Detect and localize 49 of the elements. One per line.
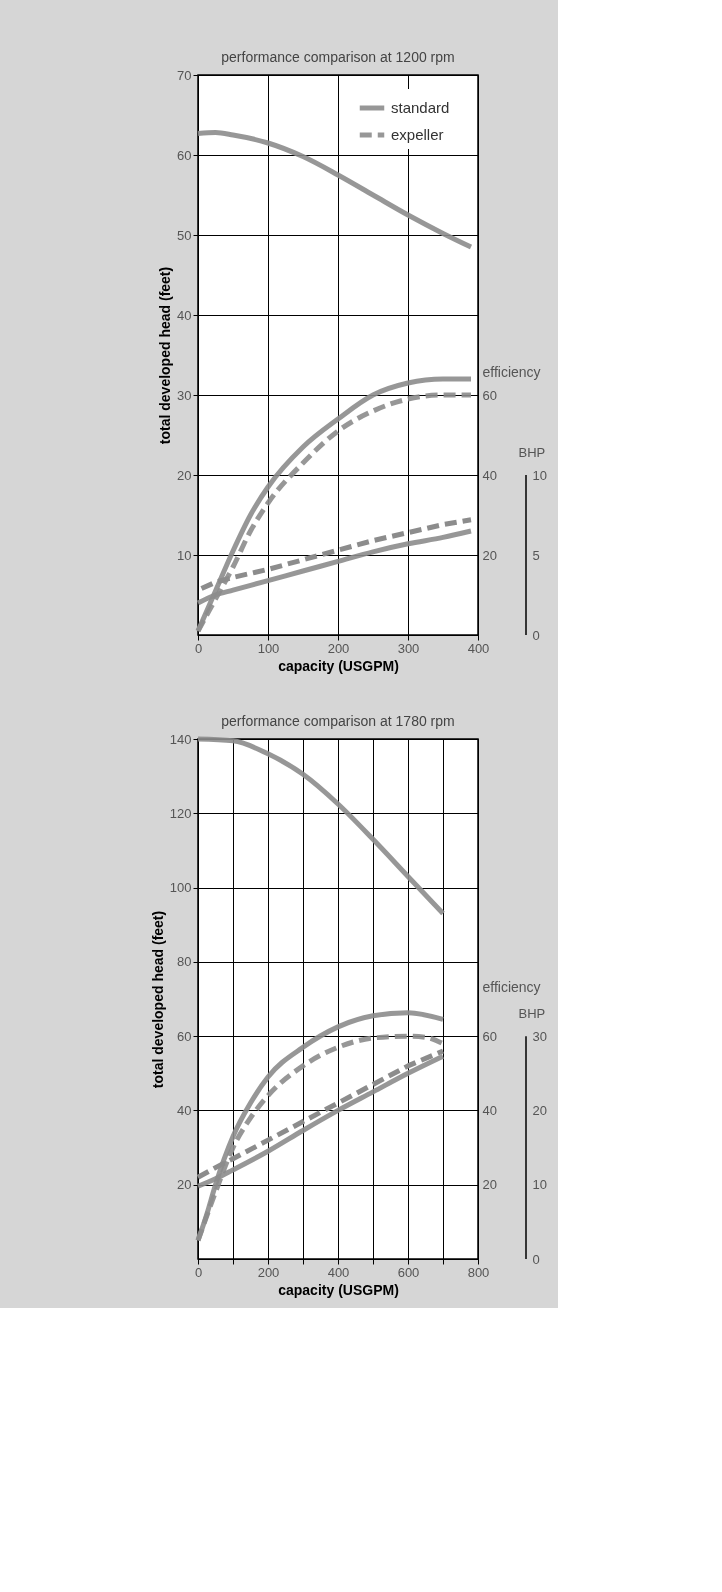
- y-tick-label: 140: [169, 731, 192, 747]
- y-tick-label: 20: [177, 467, 192, 483]
- y2-tick-label: 20: [482, 1177, 497, 1193]
- y-axis-title: total developed head (feet): [149, 910, 166, 1089]
- x-tick-label: 200: [257, 1264, 280, 1280]
- x-tick-label: 100: [257, 640, 280, 656]
- y-tick-label: 60: [177, 1028, 192, 1044]
- y2-tick-label: 40: [482, 467, 497, 483]
- y-tick-label: 120: [169, 805, 192, 821]
- chart-title: performance comparison at 1780 rpm: [221, 713, 455, 729]
- y3-tick-label: 30: [532, 1028, 547, 1044]
- x-tick-label: 400: [467, 640, 490, 656]
- x-tick-label: 800: [467, 1264, 490, 1280]
- x-tick-label: 0: [194, 640, 203, 656]
- legend-label: expeller: [391, 126, 444, 143]
- y3-axis-title: BHP: [518, 444, 546, 460]
- y-tick-label: 40: [177, 1102, 192, 1118]
- y2-tick-label: 20: [482, 547, 497, 563]
- x-axis-title: capacity (USGPM): [278, 1281, 399, 1298]
- y3-tick-label: 20: [532, 1102, 547, 1118]
- y3-tick-label: 0: [532, 1251, 540, 1267]
- x-tick-label: 600: [397, 1264, 420, 1280]
- y-tick-label: 30: [177, 387, 192, 403]
- y-tick-label: 10: [177, 547, 192, 563]
- x-tick-label: 400: [327, 1264, 350, 1280]
- y-tick-label: 100: [169, 880, 192, 896]
- y2-axis-title: efficiency: [482, 978, 541, 995]
- y-tick-label: 20: [177, 1177, 192, 1193]
- y2-tick-label: 60: [482, 1028, 497, 1044]
- x-axis-title: capacity (USGPM): [278, 657, 399, 674]
- y-tick-label: 70: [177, 67, 192, 83]
- legend-label: standard: [391, 99, 450, 116]
- y3-tick-label: 0: [532, 627, 540, 643]
- y3-tick-label: 5: [532, 547, 540, 563]
- y3-axis-title: BHP: [518, 1005, 546, 1021]
- chart-title: performance comparison at 1200 rpm: [221, 49, 455, 65]
- y-tick-label: 50: [177, 227, 192, 243]
- x-tick-label: 0: [194, 1264, 203, 1280]
- y-axis-title: total developed head (feet): [157, 266, 174, 445]
- y-tick-label: 40: [177, 307, 192, 323]
- y-tick-label: 80: [177, 954, 192, 970]
- x-tick-label: 300: [397, 640, 420, 656]
- y3-tick-label: 10: [532, 1177, 547, 1193]
- y2-tick-label: 40: [482, 1102, 497, 1118]
- y2-axis-title: efficiency: [482, 363, 541, 380]
- x-tick-label: 200: [327, 640, 350, 656]
- y2-tick-label: 60: [482, 387, 497, 403]
- y3-tick-label: 10: [532, 467, 547, 483]
- y-tick-label: 60: [177, 147, 192, 163]
